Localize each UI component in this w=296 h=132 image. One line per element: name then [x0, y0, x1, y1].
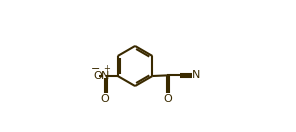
Text: O: O: [100, 94, 109, 104]
Text: N: N: [192, 70, 200, 80]
Text: O: O: [163, 94, 172, 104]
Text: −: −: [91, 64, 100, 74]
Text: O: O: [93, 71, 102, 81]
Text: +: +: [103, 64, 110, 73]
Text: N: N: [101, 71, 109, 81]
